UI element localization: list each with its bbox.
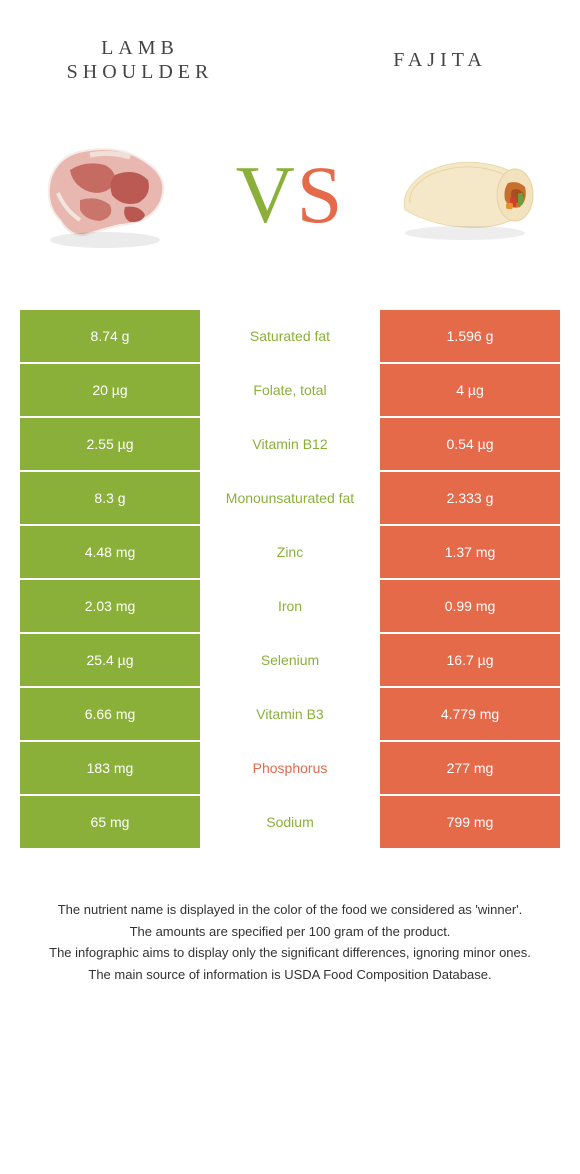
right-value: 4.779 mg	[380, 688, 560, 740]
right-value: 0.99 mg	[380, 580, 560, 632]
vs-s: S	[297, 149, 345, 240]
nutrient-label: Sodium	[200, 796, 380, 848]
nutrient-label: Selenium	[200, 634, 380, 686]
left-value: 6.66 mg	[20, 688, 200, 740]
footer-line: The main source of information is USDA F…	[40, 965, 540, 985]
footer-line: The nutrient name is displayed in the co…	[40, 900, 540, 920]
table-row: 8.74 gSaturated fat1.596 g	[20, 310, 560, 362]
footer-line: The amounts are specified per 100 gram o…	[40, 922, 540, 942]
vs-v: V	[236, 149, 297, 240]
table-row: 183 mgPhosphorus277 mg	[20, 742, 560, 794]
table-row: 65 mgSodium799 mg	[20, 796, 560, 848]
right-value: 0.54 µg	[380, 418, 560, 470]
table-row: 2.03 mgIron0.99 mg	[20, 580, 560, 632]
left-food-image	[30, 125, 200, 265]
nutrient-label: Saturated fat	[200, 310, 380, 362]
nutrient-label: Zinc	[200, 526, 380, 578]
left-value: 8.3 g	[20, 472, 200, 524]
nutrient-label: Monounsaturated fat	[200, 472, 380, 524]
image-row: VS	[0, 90, 580, 310]
right-value: 4 µg	[380, 364, 560, 416]
table-row: 8.3 gMonounsaturated fat2.333 g	[20, 472, 560, 524]
left-value: 2.55 µg	[20, 418, 200, 470]
right-food-image	[380, 125, 550, 265]
nutrient-label: Vitamin B12	[200, 418, 380, 470]
left-value: 2.03 mg	[20, 580, 200, 632]
right-value: 2.333 g	[380, 472, 560, 524]
right-value: 1.596 g	[380, 310, 560, 362]
left-food-title: LAMB SHOULDER	[50, 36, 230, 84]
nutrient-label: Iron	[200, 580, 380, 632]
right-value: 1.37 mg	[380, 526, 560, 578]
right-value: 16.7 µg	[380, 634, 560, 686]
header: LAMB SHOULDER FAJITA	[0, 0, 580, 90]
left-value: 8.74 g	[20, 310, 200, 362]
left-value: 25.4 µg	[20, 634, 200, 686]
left-value: 183 mg	[20, 742, 200, 794]
left-value: 20 µg	[20, 364, 200, 416]
left-value: 65 mg	[20, 796, 200, 848]
table-row: 6.66 mgVitamin B34.779 mg	[20, 688, 560, 740]
table-row: 2.55 µgVitamin B120.54 µg	[20, 418, 560, 470]
vs-label: VS	[236, 148, 345, 242]
comparison-table: 8.74 gSaturated fat1.596 g20 µgFolate, t…	[0, 310, 580, 848]
nutrient-label: Vitamin B3	[200, 688, 380, 740]
table-row: 25.4 µgSelenium16.7 µg	[20, 634, 560, 686]
table-row: 4.48 mgZinc1.37 mg	[20, 526, 560, 578]
nutrient-label: Folate, total	[200, 364, 380, 416]
table-row: 20 µgFolate, total4 µg	[20, 364, 560, 416]
left-value: 4.48 mg	[20, 526, 200, 578]
right-value: 277 mg	[380, 742, 560, 794]
right-value: 799 mg	[380, 796, 560, 848]
footer-notes: The nutrient name is displayed in the co…	[0, 850, 580, 984]
right-food-title: FAJITA	[350, 48, 530, 72]
nutrient-label: Phosphorus	[200, 742, 380, 794]
footer-line: The infographic aims to display only the…	[40, 943, 540, 963]
